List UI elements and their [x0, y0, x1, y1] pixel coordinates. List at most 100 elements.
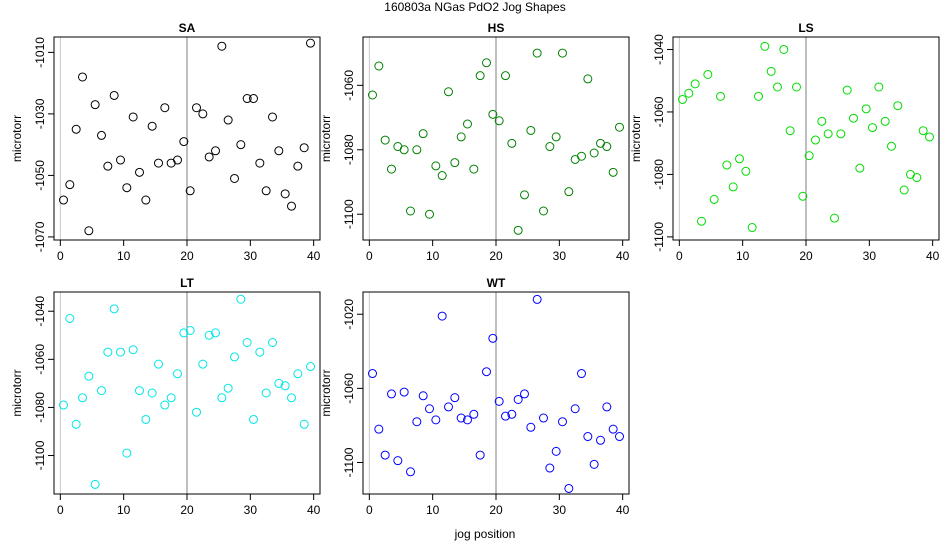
data-point [589, 148, 599, 158]
data-point [830, 213, 839, 223]
panel-title: HS [488, 21, 505, 35]
data-point [399, 145, 409, 155]
data-point [211, 146, 220, 156]
y-tick-label: -1100 [342, 447, 356, 477]
data-point [230, 173, 239, 183]
data-point [198, 109, 208, 119]
data-point [545, 463, 555, 473]
data-point [532, 48, 542, 58]
data-point [217, 393, 227, 403]
data-point [469, 409, 479, 419]
x-axis-title: jog position [454, 527, 516, 541]
x-tick-label: 40 [307, 249, 321, 263]
data-point [849, 113, 858, 123]
data-point [469, 164, 479, 174]
data-point [684, 88, 694, 98]
data-point [368, 369, 377, 379]
y-axis-label: microtorr [319, 115, 333, 162]
data-point [280, 189, 290, 199]
data-point [399, 387, 409, 397]
x-tick-label: 40 [926, 249, 940, 263]
y-tick-label: -1060 [342, 373, 356, 404]
data-point [71, 419, 81, 429]
data-point [65, 180, 75, 190]
data-point [293, 369, 303, 379]
data-point [179, 328, 189, 338]
data-point [583, 74, 593, 84]
y-tick-label: -1020 [342, 299, 356, 330]
data-point [475, 71, 485, 81]
data-point [899, 185, 909, 195]
data-point [456, 413, 466, 423]
data-point [249, 94, 258, 104]
x-tick-label: 20 [799, 249, 813, 263]
data-point [306, 38, 315, 48]
data-point [412, 417, 422, 427]
data-point [84, 371, 94, 381]
data-point [501, 411, 510, 421]
data-point [545, 142, 555, 152]
x-tick-label: 20 [180, 503, 194, 517]
x-tick-label: 30 [553, 503, 567, 517]
data-point [154, 359, 163, 369]
data-point [564, 483, 574, 493]
data-point [494, 116, 504, 126]
data-point [716, 91, 725, 101]
data-point [268, 338, 277, 347]
data-point [274, 146, 284, 156]
data-point [678, 94, 687, 104]
data-point [141, 414, 151, 424]
data-point [280, 381, 290, 391]
x-tick-label: 20 [489, 503, 503, 517]
panel-title: LT [180, 276, 194, 290]
data-point [223, 383, 233, 393]
data-point [154, 158, 163, 168]
data-point [160, 400, 170, 410]
data-point [817, 116, 827, 126]
data-point [539, 413, 548, 423]
data-point [128, 345, 138, 355]
data-point [811, 135, 820, 145]
data-point [507, 409, 517, 419]
data-point [103, 347, 113, 357]
data-point [90, 479, 100, 489]
data-point [380, 135, 390, 145]
data-point [608, 424, 618, 434]
plot-frame [53, 291, 321, 495]
x-tick-label: 40 [616, 503, 630, 517]
data-point [501, 71, 510, 81]
data-point [293, 161, 303, 171]
data-point [97, 386, 106, 396]
data-point [406, 467, 415, 477]
x-tick-label: 0 [676, 249, 683, 263]
data-point [709, 194, 719, 204]
data-point [463, 119, 472, 129]
data-point [242, 94, 252, 104]
data-point [450, 393, 460, 403]
x-tick-label: 20 [180, 249, 194, 263]
y-tick-label: -1060 [33, 344, 47, 375]
data-point [236, 294, 246, 304]
data-point [236, 140, 246, 150]
data-point [103, 161, 113, 171]
data-point [615, 432, 624, 442]
data-point [444, 87, 453, 97]
data-point [406, 206, 415, 216]
data-point [570, 404, 580, 414]
data-point [109, 90, 119, 100]
data-point [488, 333, 498, 343]
data-point [520, 389, 529, 399]
x-tick-label: 0 [366, 249, 373, 263]
data-point [274, 378, 284, 388]
data-point [393, 456, 403, 466]
data-point [84, 226, 94, 236]
data-point [109, 304, 119, 314]
x-tick-label: 10 [117, 503, 131, 517]
x-tick-label: 10 [426, 503, 440, 517]
y-tick-label: -1100 [33, 440, 47, 470]
x-tick-label: 40 [616, 249, 630, 263]
y-axis-label: microtorr [319, 369, 333, 416]
panel-lt: LT 0 10 20 30 40 -1100 -1080 -1060 -1040 microtorr [10, 276, 321, 517]
x-tick-label: 30 [244, 249, 258, 263]
data-point [602, 402, 612, 412]
